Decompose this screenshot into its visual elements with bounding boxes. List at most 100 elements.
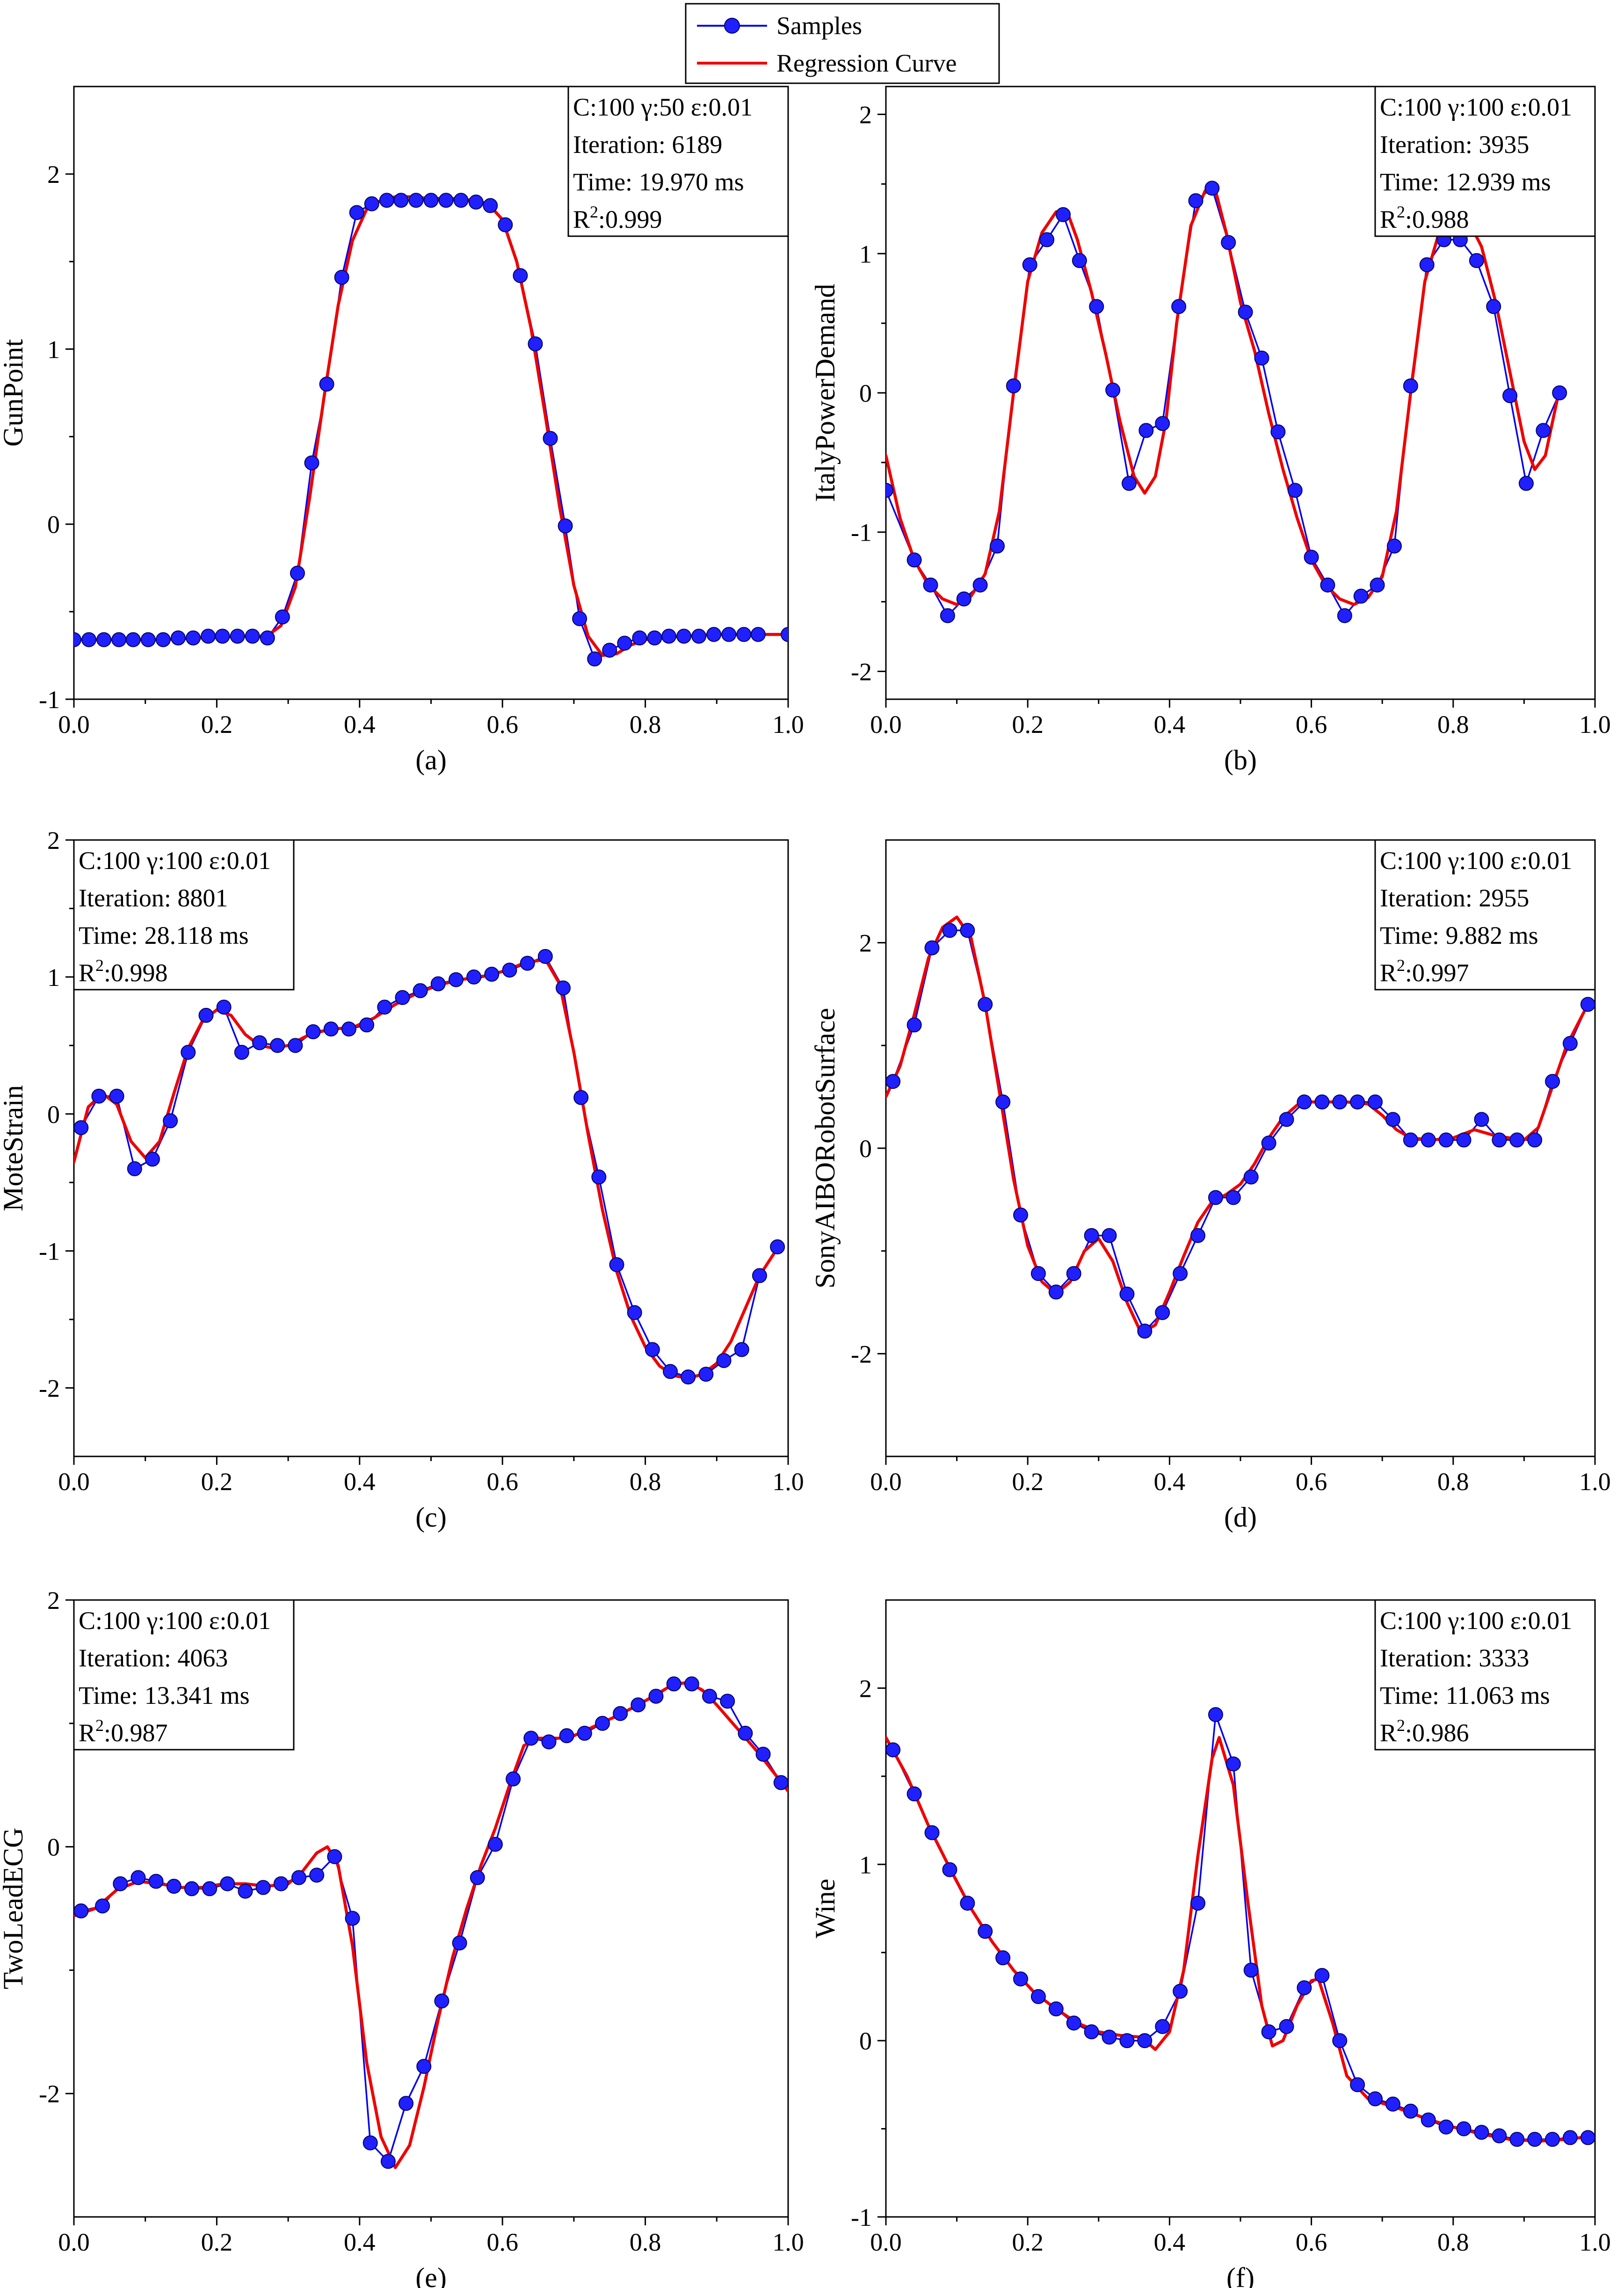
- legend-curve-label: Regression Curve: [776, 49, 957, 77]
- sample-point: [416, 2059, 432, 2074]
- chart-panel-f: 0.0 0.2 0.4 0.6 0.8 1.0 -1 0 1 2 Wine (f) C:100 γ:10…: [810, 1599, 1611, 2288]
- series-group: [74, 193, 788, 666]
- chart-panel-b: 0.0 0.2 0.4 0.6 0.8 1.0 -2 -1 0 1 2 ItalyPowerDeman…: [810, 86, 1611, 775]
- r-squared-symbol: R: [1380, 205, 1397, 233]
- sample-point: [755, 1746, 771, 1762]
- sample-point: [647, 630, 662, 645]
- x-tick-label: 0.4: [344, 1468, 376, 1496]
- sample-point: [1438, 1132, 1454, 1148]
- sample-point: [1138, 423, 1154, 438]
- y-tick-label: 0: [47, 1101, 60, 1129]
- x-tick-label: 1.0: [1579, 2228, 1611, 2256]
- sample-point: [1243, 1962, 1259, 1978]
- y-tick-label: 2: [859, 101, 872, 129]
- info-box: C:100 γ:100 ε:0.01 Iteration: 3333 Time: 1…: [1374, 1599, 1596, 1751]
- y-tick-label: -1: [39, 1238, 60, 1266]
- sample-point: [484, 967, 500, 982]
- sample-point: [1208, 1707, 1223, 1722]
- info-box-frame: [73, 839, 295, 991]
- sample-point: [1261, 1136, 1276, 1151]
- sample-point: [1261, 2024, 1276, 2040]
- sample-point: [1314, 1094, 1330, 1110]
- sample-point: [184, 1881, 199, 1897]
- sample-point: [1403, 378, 1418, 394]
- r-squared-exponent: 2: [95, 956, 104, 975]
- legend: Samples Regression Curve: [685, 3, 1000, 84]
- sample-point: [750, 627, 766, 642]
- info-line: C:100 γ:100 ε:0.01: [79, 847, 271, 875]
- sample-point: [720, 1694, 735, 1709]
- legend-samples-label: Samples: [776, 12, 862, 40]
- sample-point: [74, 1120, 89, 1136]
- sample-point: [1350, 1094, 1365, 1110]
- sample-point: [91, 1088, 107, 1104]
- x-tick-label: 0.4: [1154, 2228, 1186, 2256]
- x-tick-label: 0.2: [1012, 710, 1044, 739]
- sample-point: [632, 630, 647, 645]
- sample-point: [648, 1688, 664, 1704]
- sample-point: [198, 1007, 214, 1023]
- sample-point: [706, 627, 722, 642]
- sample-point: [924, 1825, 940, 1840]
- sample-point: [1350, 2077, 1365, 2093]
- sample-point: [1368, 2091, 1383, 2107]
- sample-point: [1314, 1968, 1330, 1983]
- sample-point: [245, 629, 260, 644]
- sample-point: [1039, 232, 1055, 247]
- sample-point: [1238, 304, 1253, 320]
- sample-point: [906, 1017, 922, 1033]
- sample-point: [186, 630, 201, 645]
- sample-point: [74, 632, 81, 647]
- sample-point: [1190, 1228, 1206, 1243]
- sample-point: [1486, 299, 1501, 314]
- y-tick-label: -1: [851, 519, 872, 547]
- sample-point: [379, 193, 394, 208]
- sample-point: [1048, 1284, 1064, 1300]
- sample-point: [691, 629, 707, 644]
- sample-point: [572, 611, 587, 626]
- sample-point: [1155, 2019, 1170, 2034]
- sample-point: [487, 1837, 503, 1852]
- sample-point: [466, 969, 482, 985]
- sample-point: [423, 193, 439, 208]
- chart-panel-a: 0.0 0.2 0.4 0.6 0.8 1.0 -1 0 1 2 GunPoint (a) C:100 …: [0, 86, 804, 775]
- sample-point: [483, 198, 498, 213]
- y-tick-label: 2: [47, 160, 60, 188]
- info-line: Iteration: 3935: [1380, 130, 1529, 159]
- r-squared-exponent: 2: [590, 203, 598, 221]
- sample-point: [288, 1038, 303, 1053]
- y-tick-label: 1: [859, 1851, 872, 1879]
- sample-point: [1297, 1094, 1312, 1110]
- x-tick-label: 0.6: [1296, 1468, 1327, 1496]
- sample-point: [559, 1728, 574, 1744]
- sample-point: [924, 940, 940, 956]
- r-squared-line: R2:0.988: [1380, 203, 1469, 233]
- x-tick-label: 0.8: [1437, 1468, 1469, 1496]
- sample-point: [364, 196, 379, 211]
- sample-point: [1469, 253, 1484, 268]
- r-squared-symbol: R: [79, 1719, 95, 1747]
- x-tick-label: 0.8: [630, 2228, 661, 2256]
- sample-point: [1492, 2128, 1507, 2143]
- info-box: C:100 γ:100 ε:0.01 Iteration: 8801 Time: 2…: [73, 839, 295, 991]
- x-tick-label: 0.4: [344, 2228, 376, 2256]
- sample-point: [960, 923, 975, 938]
- sample-point: [1419, 257, 1435, 273]
- sample-point: [148, 1874, 164, 1889]
- sample-point: [234, 1044, 249, 1060]
- sample-point: [1155, 416, 1170, 431]
- info-box: C:100 γ:100 ε:0.01 Iteration: 4063 Time: 1…: [73, 1599, 295, 1751]
- x-tick-label: 0.4: [1154, 710, 1186, 739]
- sample-point: [1368, 1094, 1383, 1110]
- series-group: [74, 949, 785, 1385]
- sample-point: [886, 1742, 901, 1758]
- sample-point: [1243, 1169, 1259, 1185]
- sample-point: [181, 1044, 196, 1060]
- chart-panel-c: 0.0 0.2 0.4 0.6 0.8 1.0 -2 -1 0 1 2 MoteStrain (c) C:…: [0, 826, 804, 1533]
- sample-point: [1438, 2119, 1454, 2135]
- sample-point: [95, 1898, 110, 1914]
- sample-point: [1509, 1132, 1525, 1148]
- info-line: Time: 19.970 ms: [573, 168, 744, 196]
- y-tick-label: 0: [859, 1135, 872, 1163]
